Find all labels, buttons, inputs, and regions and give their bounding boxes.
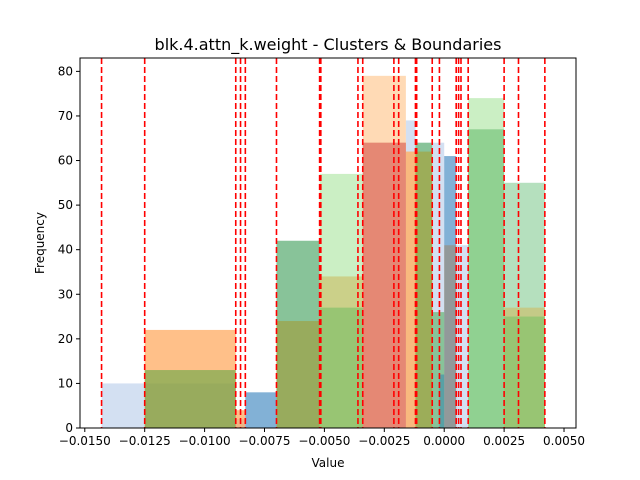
histogram-bar: [245, 392, 277, 428]
y-tick-label: 20: [58, 332, 73, 346]
x-tick-label: 0.0025: [483, 434, 525, 448]
chart-title: blk.4.attn_k.weight - Clusters & Boundar…: [155, 35, 502, 55]
y-tick-label: 70: [58, 109, 73, 123]
histogram-bar: [504, 182, 545, 428]
y-axis-label: Frequency: [33, 212, 47, 274]
x-tick-label: −0.0150: [59, 434, 111, 448]
x-axis: −0.0150 −0.0125 −0.0100 −0.0075 −0.0050 −0.00…: [59, 428, 585, 448]
histogram-bar: [444, 245, 457, 428]
x-axis-label: Value: [312, 456, 345, 470]
x-tick-label: −0.0125: [119, 434, 171, 448]
y-axis: 0 10 20 30 40 50 60 70 80: [58, 64, 80, 435]
y-tick-label: 10: [58, 376, 73, 390]
x-tick-label: 0.0050: [543, 434, 585, 448]
histogram-bar: [144, 370, 236, 428]
x-tick-label: −0.0100: [179, 434, 231, 448]
histogram-bar: [415, 142, 433, 428]
boundary-lines: [100, 58, 546, 428]
histogram-bar: [444, 156, 457, 428]
y-tick-label: 0: [65, 421, 73, 435]
histogram-bar: [101, 383, 145, 428]
histogram-bar: [456, 245, 469, 428]
histogram-bar: [319, 173, 363, 428]
histogram-series-6: [245, 156, 457, 428]
x-tick-label: 0.0000: [423, 434, 465, 448]
x-tick-label: −0.0075: [238, 434, 290, 448]
histogram-bar: [468, 98, 505, 428]
x-tick-label: −0.0050: [298, 434, 350, 448]
x-tick-label: −0.0025: [358, 434, 410, 448]
histogram-bar: [405, 151, 433, 429]
bars-layer: [101, 75, 545, 429]
plot-frame: [79, 57, 577, 429]
histogram-series-4: [319, 98, 545, 428]
histogram-bar: [144, 329, 236, 428]
y-tick-label: 30: [58, 287, 73, 301]
y-tick-label: 40: [58, 243, 73, 257]
histogram-bar: [276, 321, 320, 428]
y-tick-label: 50: [58, 198, 73, 212]
histogram-bar: [439, 374, 445, 428]
y-tick-label: 80: [58, 64, 73, 78]
histogram-bar: [432, 312, 445, 428]
histogram-bar: [276, 240, 320, 428]
y-tick-label: 60: [58, 154, 73, 168]
histogram-bar: [245, 392, 277, 428]
